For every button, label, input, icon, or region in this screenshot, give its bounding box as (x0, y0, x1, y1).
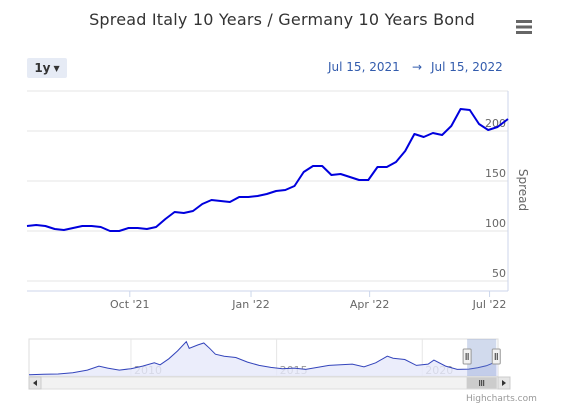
navigator-area (29, 341, 498, 376)
x-axis-ticks: Oct '21 Jan '22 Apr '22 Jul '22 (110, 291, 506, 311)
range-selector-button[interactable]: 1y ▼ (27, 58, 67, 78)
date-to-input[interactable]: Jul 15, 2022 (431, 60, 503, 74)
y-axis-ticks: 50 100 150 200 (485, 117, 506, 280)
arrow-right-icon (502, 380, 506, 386)
scroll-left-button[interactable] (28, 376, 42, 390)
y-tick-label: 150 (485, 167, 506, 180)
grid-lines (27, 90, 509, 292)
x-tick-label: Jan '22 (231, 298, 269, 311)
y-axis-label: Spread (516, 169, 530, 211)
series-layer (26, 108, 509, 232)
scroll-right-button[interactable] (497, 376, 511, 390)
navigator-selection-mask[interactable] (467, 339, 497, 376)
y-tick-label: 200 (485, 117, 506, 130)
navigator-handle-right[interactable] (491, 348, 501, 365)
caret-down-icon: ▼ (53, 63, 60, 73)
credits-link[interactable]: Highcharts.com (466, 394, 537, 404)
scrollbar-thumb[interactable] (466, 377, 497, 389)
y-tick-label: 50 (492, 267, 506, 280)
navigator-scrollbar[interactable] (28, 376, 511, 390)
hamburger-menu-icon[interactable] (514, 19, 536, 35)
navigator: 201020152020 (28, 338, 511, 390)
navigator-series-line (28, 340, 499, 376)
date-range-arrow: → (412, 60, 423, 74)
x-tick-label: Jul '22 (472, 298, 507, 311)
x-tick-label: Apr '22 (350, 298, 390, 311)
navigator-handle-left[interactable] (462, 348, 472, 365)
chart-title: Spread Italy 10 Years / Germany 10 Years… (89, 10, 475, 29)
range-selector-label: 1y (34, 61, 51, 75)
series-line (26, 108, 509, 232)
y-tick-label: 100 (485, 217, 506, 230)
date-from-input[interactable]: Jul 15, 2021 (328, 60, 400, 74)
x-tick-label: Oct '21 (110, 298, 150, 311)
arrow-left-icon (33, 380, 37, 386)
scrollbar-track[interactable] (28, 376, 511, 390)
